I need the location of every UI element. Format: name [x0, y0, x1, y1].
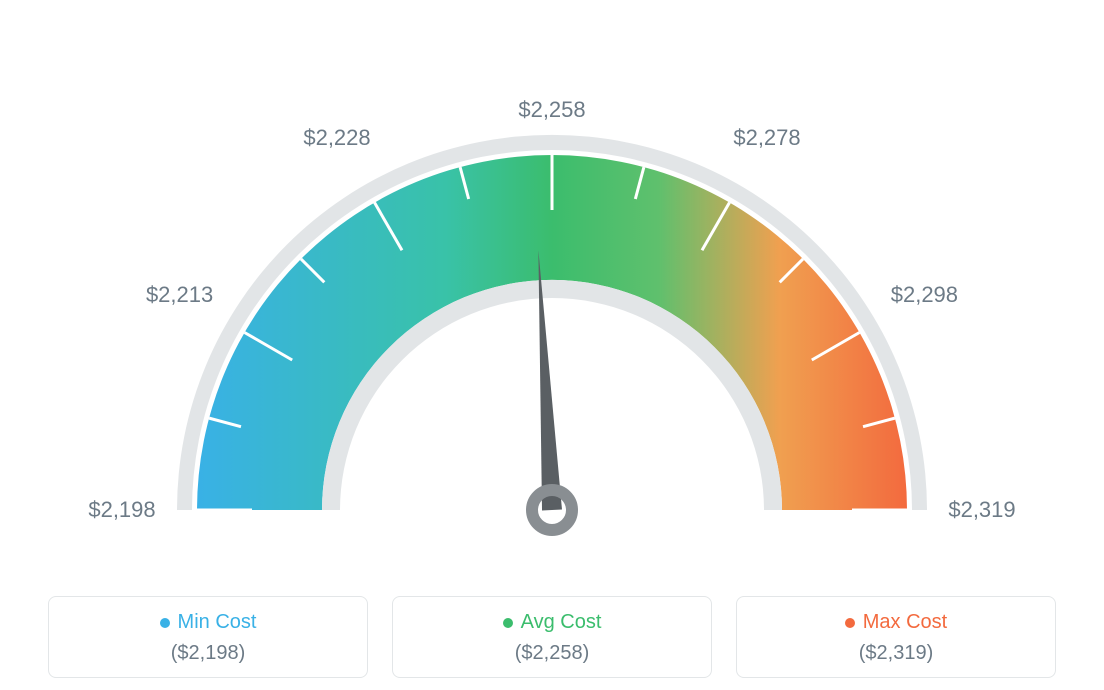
gauge-chart: $2,198 $2,213 $2,228 $2,258 $2,278 $2,298 $2,3…	[0, 0, 1104, 560]
legend-max: Max Cost ($2,319)	[736, 596, 1056, 678]
gauge-scale-label: $2,258	[518, 97, 585, 123]
legend-avg-value: ($2,258)	[413, 642, 691, 665]
legend-max-label: Max Cost	[863, 611, 947, 634]
gauge-scale-label: $2,319	[948, 497, 1015, 523]
gauge-svg	[0, 0, 1104, 560]
legend-min-label: Min Cost	[178, 611, 257, 634]
legend-row: Min Cost ($2,198) Avg Cost ($2,258) Max …	[0, 596, 1104, 678]
gauge-scale-label: $2,298	[891, 282, 958, 308]
legend-min: Min Cost ($2,198)	[48, 596, 368, 678]
legend-avg-label: Avg Cost	[521, 611, 602, 634]
legend-avg-title: Avg Cost	[413, 611, 691, 634]
gauge-scale-label: $2,228	[303, 125, 370, 151]
gauge-scale-label: $2,198	[88, 497, 155, 523]
legend-max-title: Max Cost	[757, 611, 1035, 634]
gauge-scale-label: $2,278	[733, 125, 800, 151]
legend-min-title: Min Cost	[69, 611, 347, 634]
dot-icon	[845, 618, 855, 628]
legend-avg: Avg Cost ($2,258)	[392, 596, 712, 678]
legend-min-value: ($2,198)	[69, 642, 347, 665]
dot-icon	[503, 618, 513, 628]
gauge-scale-label: $2,213	[146, 282, 213, 308]
legend-max-value: ($2,319)	[757, 642, 1035, 665]
dot-icon	[160, 618, 170, 628]
